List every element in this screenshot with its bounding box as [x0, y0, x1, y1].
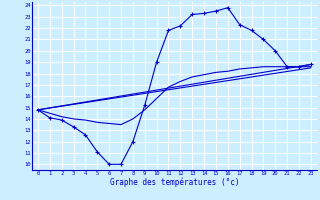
X-axis label: Graphe des températures (°c): Graphe des températures (°c) [110, 178, 239, 187]
